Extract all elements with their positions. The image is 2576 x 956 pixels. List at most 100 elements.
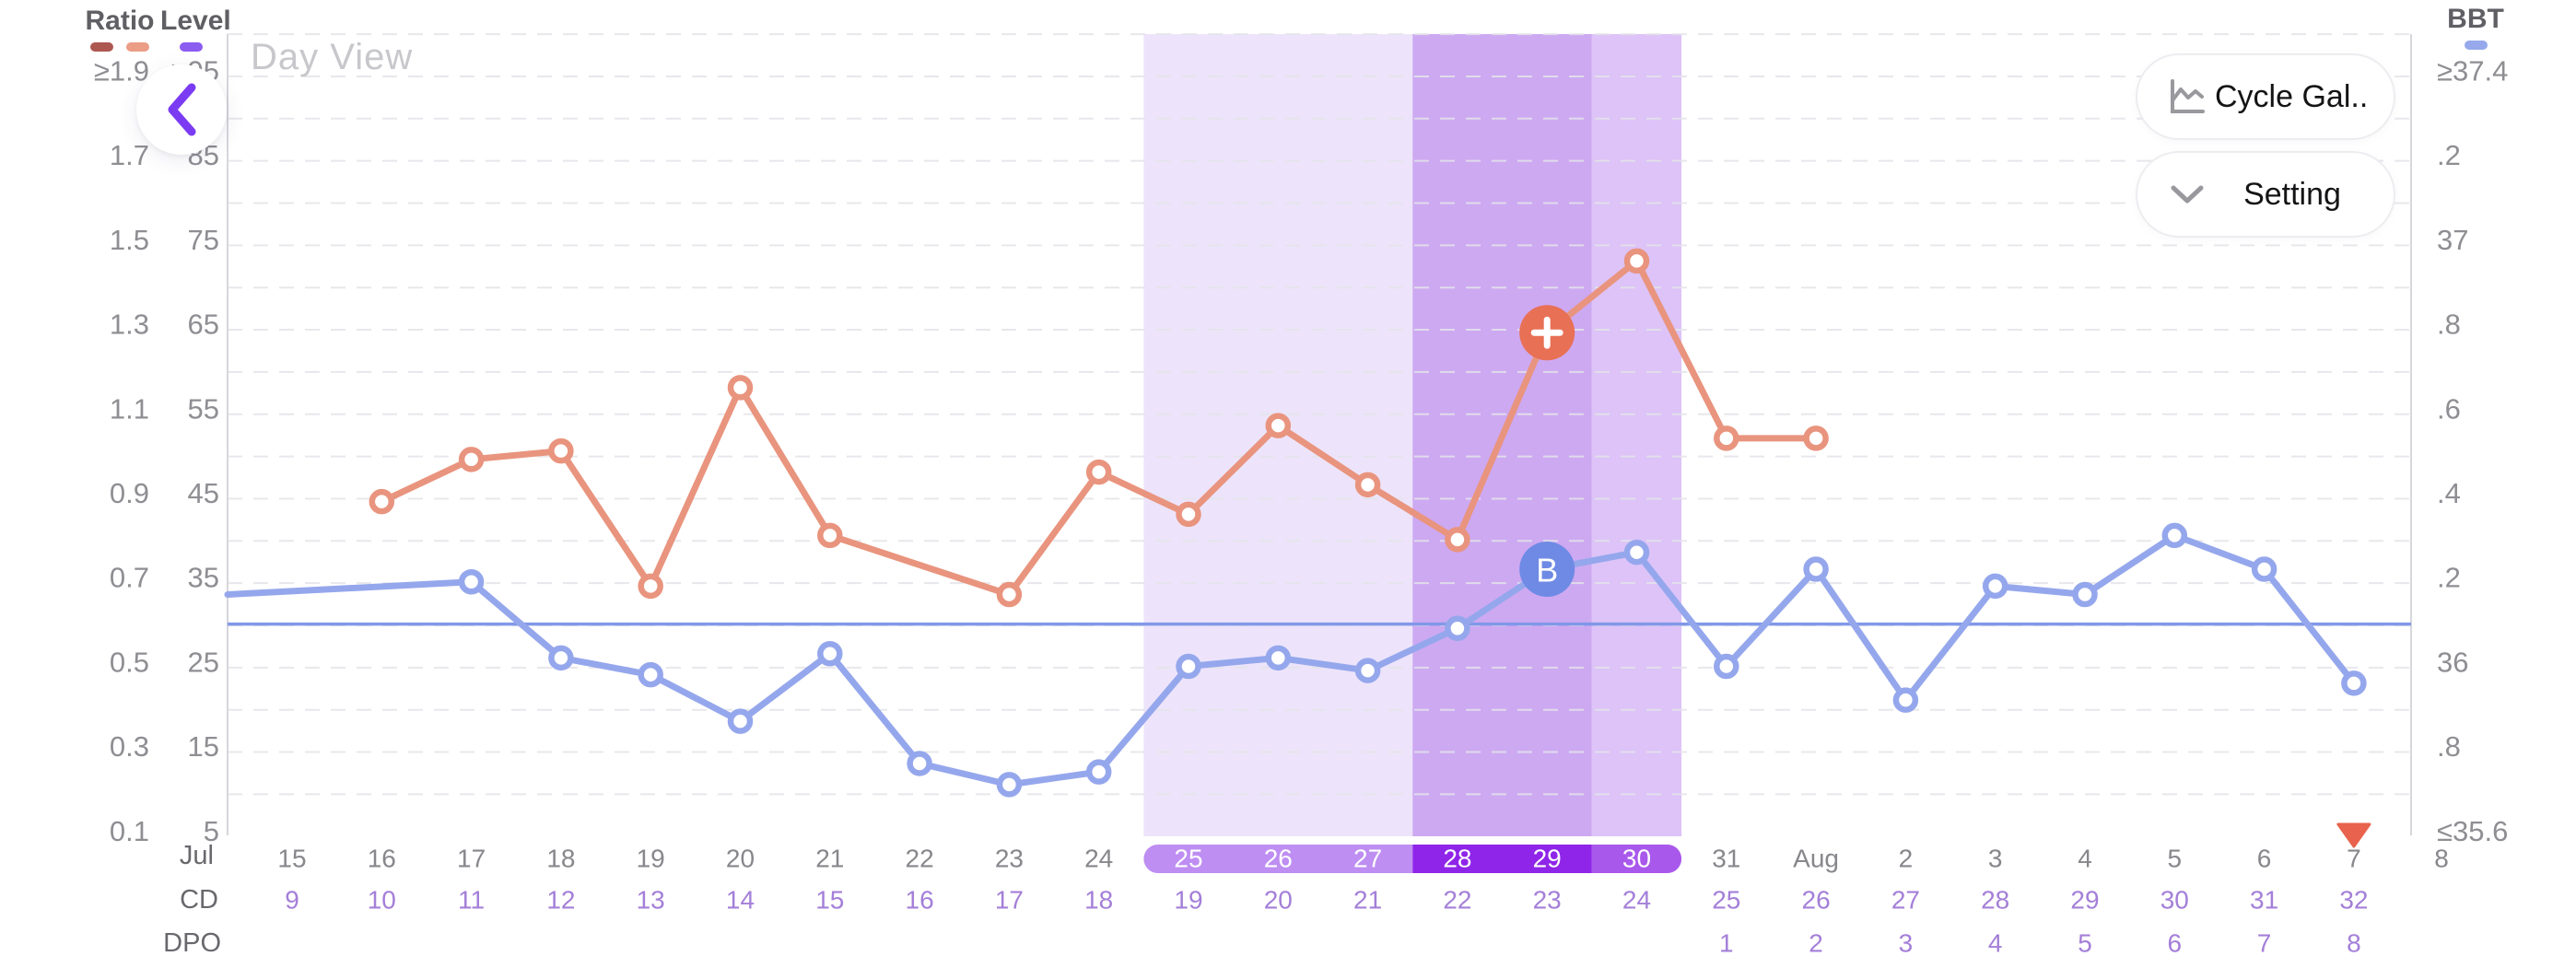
bbt-point[interactable] — [1176, 653, 1201, 680]
date-label[interactable]: 28 — [1443, 845, 1471, 873]
bbt-tick: 37 — [2437, 224, 2468, 256]
ratio-line — [378, 257, 1820, 599]
svg-text:B: B — [1536, 552, 1558, 589]
cd-label: 32 — [2339, 886, 2368, 915]
dpo-label: 7 — [2257, 929, 2272, 956]
date-label[interactable]: Aug — [1793, 845, 1839, 873]
cd-label: 20 — [1264, 886, 1293, 915]
ratio-point[interactable] — [638, 573, 663, 600]
date-label[interactable]: 31 — [1712, 845, 1740, 873]
bbt-point[interactable] — [1085, 759, 1112, 785]
cd-label: 14 — [726, 886, 755, 915]
bbt-point[interactable] — [2161, 522, 2188, 549]
ratio-point[interactable] — [369, 488, 395, 515]
date-label[interactable]: 24 — [1084, 845, 1113, 873]
date-label[interactable]: 5 — [2168, 845, 2183, 873]
cd-label: 9 — [285, 886, 299, 915]
ratio-tick: 0.7 — [110, 562, 149, 594]
bbt-point[interactable] — [2251, 556, 2277, 582]
date-label[interactable]: 16 — [368, 845, 396, 873]
ratio-point[interactable] — [727, 375, 754, 401]
bbt-point[interactable] — [907, 751, 932, 776]
bbt-point[interactable] — [1803, 556, 1829, 582]
ratio-tick: 1.3 — [110, 309, 149, 341]
cd-label: 11 — [458, 886, 485, 915]
cycle-gallery-button[interactable]: Cycle Gal... — [2136, 53, 2395, 140]
page-title: Day View — [251, 37, 414, 77]
period-prediction-icon — [2336, 822, 2371, 848]
setting-button[interactable]: Setting — [2136, 151, 2395, 238]
bbt-legend-label: BBT — [2447, 4, 2504, 34]
ratio-tick: 1.1 — [110, 392, 149, 425]
bbt-point[interactable] — [1982, 573, 2008, 600]
bbt-point[interactable] — [458, 569, 485, 595]
cd-label: 30 — [2160, 886, 2189, 915]
bbt-tick: .8 — [2437, 730, 2461, 763]
level-tick: 35 — [188, 562, 219, 594]
date-label[interactable]: 19 — [637, 845, 665, 873]
date-label[interactable]: 21 — [815, 845, 844, 873]
header-buttons: Cycle Gal... Setting — [2136, 53, 2395, 238]
ratio-point[interactable] — [1265, 413, 1292, 438]
bbt-point[interactable] — [548, 645, 574, 671]
legend-ratio: Ratio — [79, 7, 160, 52]
date-label[interactable]: 30 — [1622, 845, 1651, 873]
date-label[interactable]: 22 — [906, 845, 934, 873]
bbt-tick: .2 — [2437, 139, 2461, 171]
bbt-point[interactable] — [1892, 687, 1919, 713]
setting-label: Setting — [2243, 176, 2341, 212]
ratio-tick: 1.5 — [110, 224, 149, 256]
bbt-point[interactable] — [2341, 670, 2367, 696]
level-tick: 15 — [188, 730, 219, 763]
ratio-point[interactable] — [548, 437, 574, 464]
bbt-point[interactable] — [996, 772, 1023, 798]
date-label[interactable]: 23 — [995, 845, 1024, 873]
bbt-point[interactable] — [1445, 615, 1470, 641]
bbt-badge[interactable]: B — [1519, 542, 1575, 598]
date-label[interactable]: 20 — [726, 845, 755, 873]
date-label[interactable]: 6 — [2257, 845, 2272, 873]
bbt-point[interactable] — [817, 640, 843, 667]
ratio-point[interactable] — [1803, 426, 1829, 451]
cd-label: 24 — [1622, 886, 1651, 915]
cd-row-label: CD — [180, 885, 218, 915]
bbt-point[interactable] — [1714, 653, 1739, 680]
ratio-point[interactable] — [817, 522, 843, 549]
date-label[interactable]: 26 — [1264, 845, 1293, 873]
cycle-day-pill[interactable] — [1143, 845, 1682, 873]
ratio-point[interactable] — [996, 581, 1023, 608]
ratio-point[interactable] — [1623, 248, 1650, 274]
date-label[interactable]: 25 — [1174, 845, 1202, 873]
ratio-point[interactable] — [1714, 426, 1739, 451]
bbt-point[interactable] — [638, 661, 663, 688]
post-peak-band — [1591, 34, 1682, 836]
ratio-point[interactable] — [1354, 472, 1381, 498]
date-label[interactable]: 17 — [457, 845, 486, 873]
date-label[interactable]: 18 — [546, 845, 575, 873]
date-label[interactable]: 15 — [277, 845, 306, 873]
ratio-point[interactable] — [458, 447, 485, 472]
level-tick: 45 — [188, 477, 219, 509]
date-label[interactable]: 2 — [1899, 845, 1914, 873]
ratio-point[interactable] — [1445, 527, 1470, 553]
bbt-tick: .4 — [2437, 477, 2461, 509]
ratio-point[interactable] — [1176, 501, 1201, 528]
bbt-point[interactable] — [727, 708, 754, 734]
ratio-badge[interactable] — [1519, 305, 1575, 361]
bbt-point[interactable] — [1265, 645, 1292, 671]
month-label: Jul — [180, 841, 214, 870]
level-tick: 65 — [188, 309, 219, 341]
bbt-point[interactable] — [2072, 581, 2098, 608]
bbt-point[interactable] — [1623, 539, 1650, 565]
date-label[interactable]: 4 — [2078, 845, 2092, 873]
back-button[interactable] — [136, 64, 227, 155]
ratio-point[interactable] — [1085, 459, 1112, 485]
date-label-edge: 8 — [2434, 845, 2449, 873]
date-label[interactable]: 7 — [2347, 845, 2361, 873]
date-label[interactable]: 27 — [1353, 845, 1382, 873]
date-label[interactable]: 3 — [1988, 845, 2003, 873]
ratio-tick: 0.1 — [110, 815, 149, 847]
bbt-point[interactable] — [1354, 658, 1381, 683]
date-label[interactable]: 29 — [1533, 845, 1562, 873]
